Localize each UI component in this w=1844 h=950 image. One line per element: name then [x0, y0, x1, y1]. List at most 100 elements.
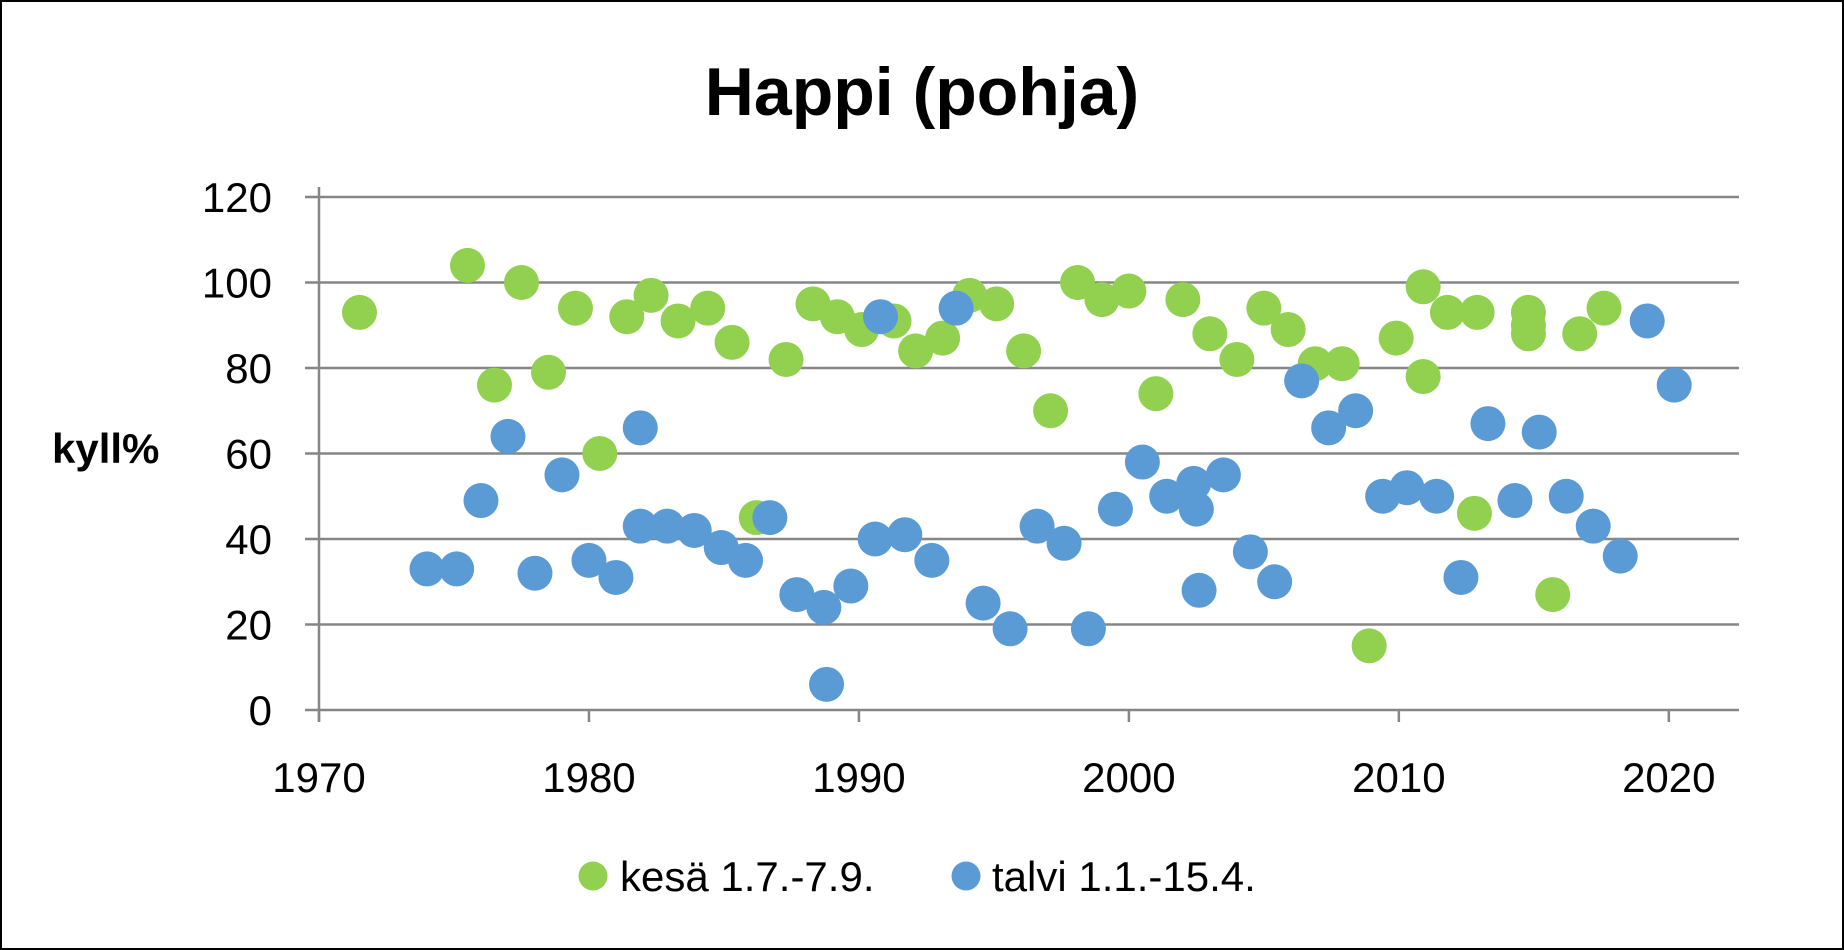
data-point [1629, 303, 1665, 339]
tick-labels: 0 20 40 60 80 100 120 1970 1980 1990 2000 2010 2020 [202, 174, 1716, 801]
data-point [1378, 320, 1414, 356]
data-point [1232, 534, 1268, 570]
data-point [1205, 457, 1241, 493]
data-points [341, 247, 1692, 702]
data-point [857, 521, 893, 557]
data-point [1019, 508, 1055, 544]
data-point [1033, 393, 1069, 429]
data-point [449, 247, 485, 283]
data-point [409, 551, 445, 587]
data-point [490, 418, 526, 454]
y-tick-label: 80 [225, 345, 272, 392]
data-point [1459, 294, 1495, 330]
gridlines [305, 195, 1739, 626]
chart-title: Happi (pohja) [705, 54, 1139, 130]
data-point [557, 290, 593, 326]
data-point [1351, 628, 1387, 664]
data-point [714, 324, 750, 360]
x-tick-label: 1980 [542, 754, 635, 801]
data-point [752, 500, 788, 536]
data-point [1497, 483, 1533, 519]
data-point [1521, 414, 1557, 450]
data-point [898, 333, 934, 369]
y-axis-label: kyll% [52, 425, 159, 472]
data-point [1070, 611, 1106, 647]
data-point [1192, 316, 1228, 352]
data-point [1124, 444, 1160, 480]
data-point [1246, 290, 1282, 326]
data-point [806, 589, 842, 625]
data-point [938, 290, 974, 326]
data-point [660, 303, 696, 339]
data-point [582, 436, 618, 471]
legend-marker [578, 861, 608, 891]
data-point [1181, 572, 1217, 608]
data-point [979, 286, 1015, 322]
data-point [914, 542, 950, 578]
y-tick-label: 120 [202, 174, 272, 221]
data-point [1111, 273, 1147, 309]
data-point [341, 294, 377, 330]
x-tick-label: 2020 [1622, 754, 1715, 801]
data-point [1562, 316, 1598, 352]
data-point [768, 341, 804, 377]
data-point [1535, 577, 1571, 613]
data-point [1470, 406, 1506, 442]
data-point [1429, 294, 1465, 330]
data-point [1060, 265, 1096, 300]
data-point [1656, 367, 1692, 403]
data-point [649, 508, 685, 544]
data-point [1419, 478, 1455, 514]
data-point [1270, 312, 1306, 348]
data-point [503, 265, 539, 300]
y-tick-label: 0 [249, 687, 272, 734]
legend-label: talvi 1.1.-15.4. [992, 853, 1256, 900]
data-point [1046, 525, 1082, 561]
data-point [1084, 282, 1120, 318]
data-point [1284, 363, 1320, 399]
data-point [1178, 491, 1214, 527]
data-point [965, 585, 1001, 621]
data-point [463, 483, 499, 519]
legend: kesä 1.7.-7.9. talvi 1.1.-15.4. [578, 853, 1256, 900]
data-point [887, 517, 923, 553]
data-point [598, 559, 634, 595]
data-point [622, 410, 658, 446]
data-point [925, 320, 961, 356]
x-tick-label: 1990 [812, 754, 905, 801]
data-point [1311, 410, 1347, 446]
data-point [622, 508, 658, 544]
data-point [1006, 333, 1042, 369]
axes [305, 187, 1739, 722]
data-point [1602, 538, 1638, 574]
data-point [1257, 564, 1293, 600]
data-point [530, 354, 566, 390]
data-point [1405, 269, 1441, 305]
data-point [439, 551, 475, 587]
data-point [633, 277, 669, 313]
data-point [809, 666, 845, 702]
y-tick-label: 60 [225, 431, 272, 478]
data-point [1510, 307, 1546, 343]
data-point [676, 512, 712, 548]
data-point [863, 299, 899, 335]
y-tick-label: 40 [225, 516, 272, 563]
legend-marker [951, 861, 981, 891]
data-point [517, 555, 553, 591]
data-point [833, 568, 869, 604]
x-tick-label: 2000 [1082, 754, 1175, 801]
data-point [1165, 282, 1201, 318]
data-point [1219, 341, 1255, 377]
data-point [476, 367, 512, 403]
data-point [690, 290, 726, 326]
data-point [779, 577, 815, 613]
data-point [544, 457, 580, 493]
y-tick-label: 20 [225, 602, 272, 649]
data-point [571, 542, 607, 578]
data-point [1138, 376, 1174, 412]
data-point [1586, 290, 1622, 326]
data-point [992, 611, 1028, 647]
data-point [1324, 346, 1360, 382]
